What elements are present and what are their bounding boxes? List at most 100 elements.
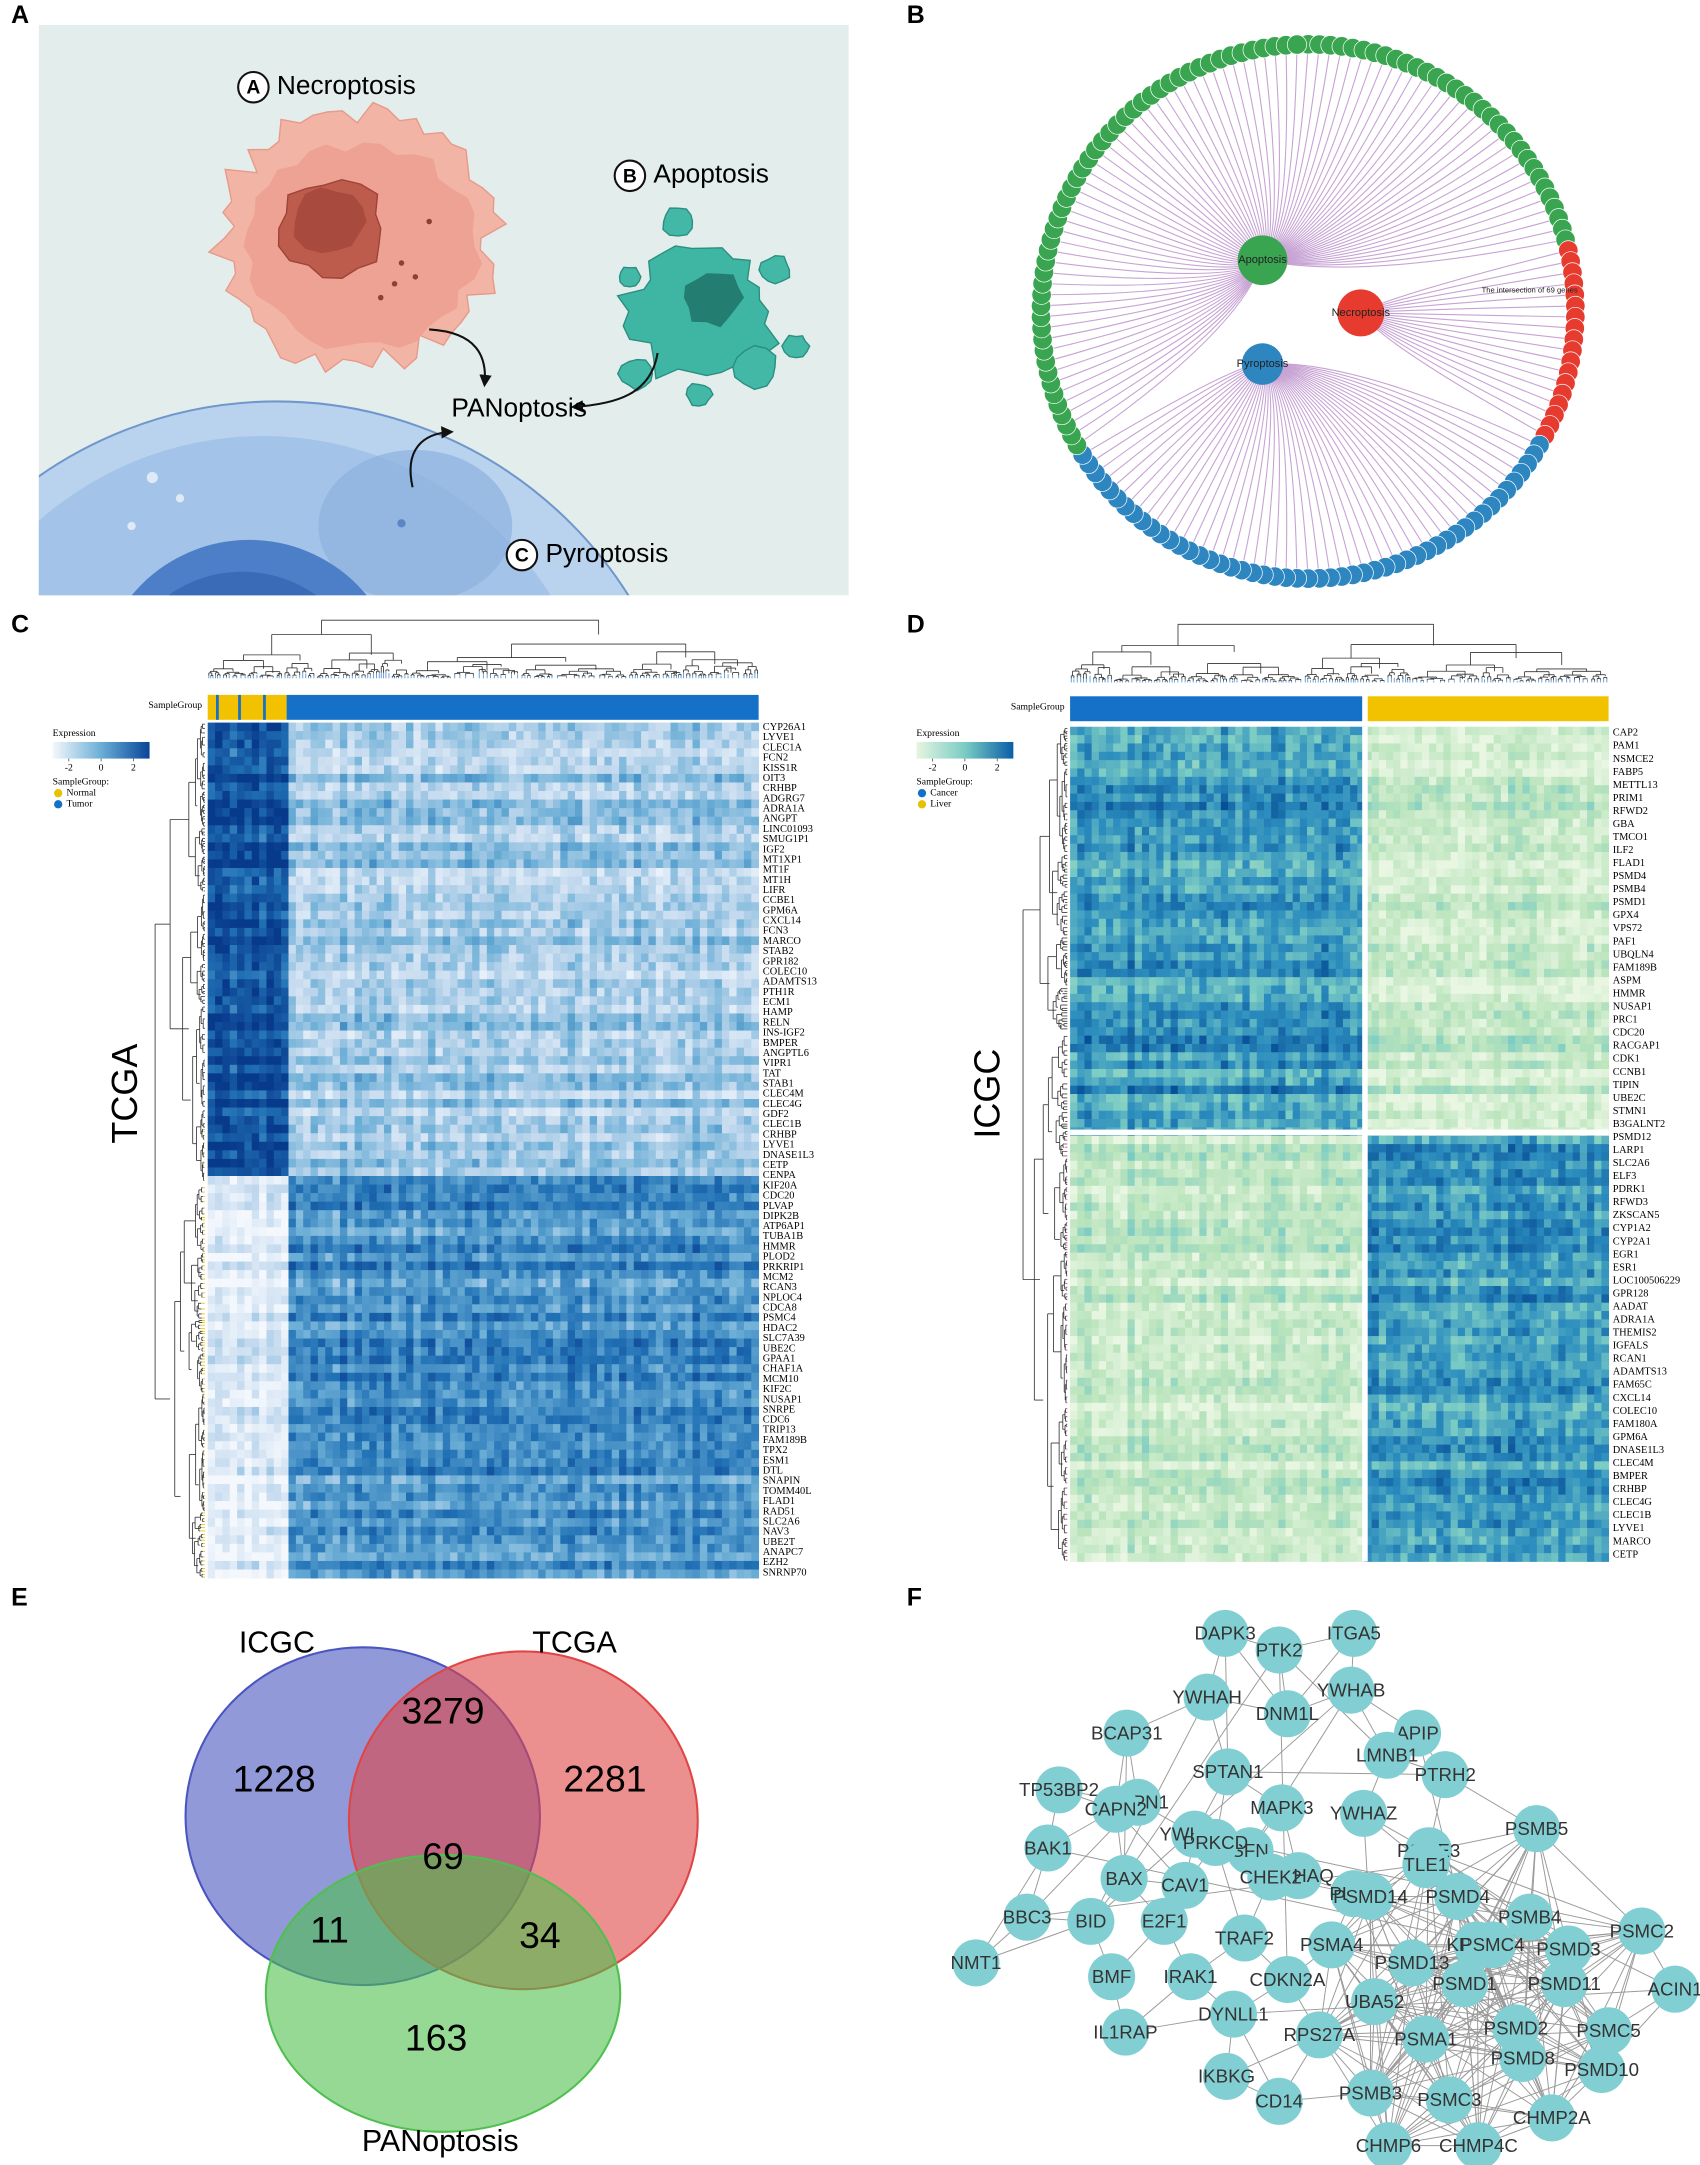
heatmap-cell	[273, 1116, 282, 1126]
edge	[1262, 207, 1555, 263]
heatmap-cell	[383, 1124, 392, 1134]
edge	[1262, 167, 1535, 261]
heatmap-cell	[369, 936, 378, 946]
heatmap-cell	[552, 885, 561, 895]
heatmap-cell	[303, 791, 311, 800]
heatmap-cell	[310, 850, 319, 860]
heatmap-cell	[655, 936, 664, 946]
heatmap-cell	[714, 773, 723, 783]
heatmap-cell	[604, 970, 613, 980]
heatmap-cell	[604, 825, 613, 835]
heatmap-cell	[244, 1047, 253, 1057]
heatmap-cell	[560, 868, 569, 877]
heatmap-cell	[442, 1150, 451, 1160]
heatmap-cell	[420, 1099, 429, 1108]
gene-node	[1286, 34, 1308, 55]
heatmap-cell	[560, 970, 569, 980]
heatmap-cell	[207, 1133, 216, 1143]
heatmap-cell	[383, 782, 392, 792]
heatmap-cell	[398, 1090, 407, 1100]
heatmap-cell	[501, 1244, 510, 1254]
heatmap-cell	[729, 1004, 738, 1014]
heatmap-cell	[339, 791, 348, 800]
heatmap-cell	[442, 996, 451, 1006]
heatmap-cell	[229, 748, 238, 758]
heatmap-cell	[552, 1133, 561, 1143]
heatmap-cell	[222, 868, 231, 877]
heatmap-cell	[435, 885, 444, 895]
heatmap-cell	[472, 1150, 480, 1160]
heatmap-cell	[442, 1133, 451, 1143]
heatmap-cell	[295, 791, 304, 800]
heatmap-cell	[721, 1064, 730, 1074]
heatmap-cell	[215, 953, 223, 963]
heatmap-cell	[457, 1184, 466, 1194]
heatmap-cell	[266, 1201, 275, 1211]
heatmap-cell	[398, 1022, 407, 1031]
heatmap-cell	[751, 1116, 760, 1126]
heatmap-cell	[361, 996, 370, 1006]
heatmap-cell	[442, 1081, 451, 1091]
heatmap-cell	[413, 1099, 422, 1108]
heatmap-cell	[464, 1107, 473, 1117]
heatmap-cell	[604, 859, 613, 869]
heatmap-cell	[244, 945, 253, 954]
heatmap-cell	[743, 970, 752, 980]
heatmap-cell	[406, 1193, 414, 1203]
heatmap-cell	[237, 1201, 245, 1211]
heatmap-cell	[229, 979, 238, 989]
heatmap-cell	[347, 893, 356, 903]
heatmap-cell	[383, 1244, 392, 1254]
heatmap-cell	[207, 816, 216, 826]
heatmap-cell	[383, 1158, 392, 1168]
heatmap-cell	[589, 936, 598, 946]
heatmap-cell	[648, 1175, 657, 1185]
heatmap-cell	[222, 722, 231, 732]
heatmap-cell	[251, 1013, 260, 1023]
heatmap-cell	[207, 1081, 216, 1091]
heatmap-cell	[354, 885, 363, 895]
heatmap-cell	[530, 1073, 539, 1083]
heatmap-cell	[670, 885, 679, 895]
heatmap-cell	[266, 842, 275, 852]
heatmap-cell	[457, 731, 466, 741]
heatmap-cell	[354, 1184, 363, 1194]
heatmap-cell	[266, 1193, 275, 1203]
heatmap-cell	[428, 1081, 436, 1091]
heatmap-cell	[530, 876, 539, 886]
heatmap-cell	[611, 1175, 620, 1185]
heatmap-cell	[611, 1201, 620, 1211]
heatmap-cell	[442, 945, 451, 954]
heatmap-cell	[729, 1073, 738, 1083]
heatmap-cell	[743, 859, 752, 869]
heatmap-cell	[266, 799, 275, 809]
heatmap-cell	[244, 816, 253, 826]
heatmap-cell	[251, 1210, 260, 1220]
heatmap-cell	[229, 773, 238, 783]
heatmap-cell	[398, 996, 407, 1006]
heatmap-cell	[361, 1227, 370, 1237]
heatmap-cell	[538, 868, 547, 877]
heatmap-cell	[626, 876, 635, 886]
heatmap-cell	[685, 927, 693, 937]
heatmap-cell	[310, 945, 319, 954]
heatmap-cell	[751, 731, 760, 741]
heatmap-cell	[751, 1056, 760, 1066]
heatmap-cell	[398, 970, 407, 980]
heatmap-cell	[611, 876, 620, 886]
heatmap-cell	[420, 1184, 429, 1194]
heatmap-cell	[457, 1039, 466, 1049]
heatmap-cell	[207, 842, 216, 852]
heatmap-cell	[383, 1099, 392, 1108]
heatmap-cell	[325, 1081, 334, 1091]
heatmap-cell	[317, 799, 326, 809]
heatmap-cell	[574, 833, 583, 843]
heatmap-cell	[641, 868, 649, 877]
heatmap-cell	[207, 979, 216, 989]
heatmap-cell	[479, 1218, 488, 1228]
heatmap-cell	[707, 1235, 715, 1245]
heatmap-cell	[398, 850, 407, 860]
heatmap-cell	[464, 962, 473, 972]
heatmap-cell	[332, 936, 341, 946]
heatmap-cell	[222, 902, 231, 912]
